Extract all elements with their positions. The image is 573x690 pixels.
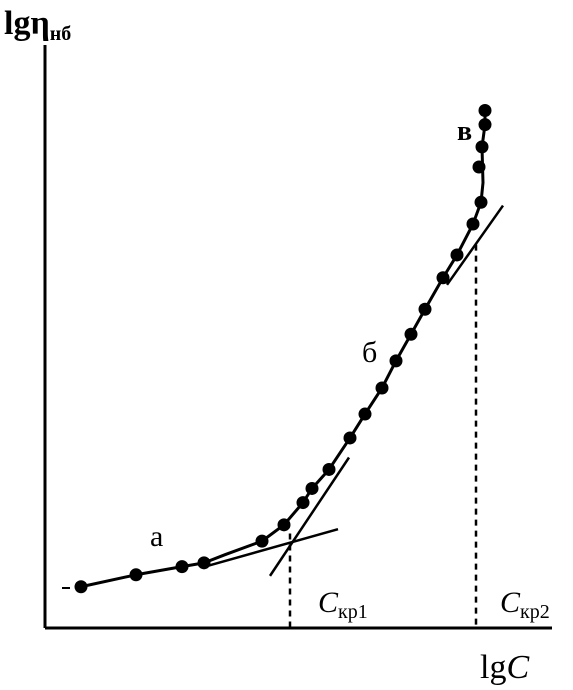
data-points — [74, 104, 492, 594]
data-curve — [80, 110, 487, 589]
x-axis-label: lgC — [480, 649, 529, 686]
data-point-13 — [389, 354, 403, 368]
data-point-2 — [129, 568, 143, 582]
data-point-3 — [175, 560, 189, 574]
x-axis-label-main: lg — [480, 649, 506, 686]
data-point-10 — [343, 431, 357, 445]
y-axis-label-sub: нб — [50, 23, 72, 45]
critical-label-2-main: C — [500, 586, 521, 619]
data-point-16 — [436, 271, 450, 285]
critical-label-2-sub: кр2 — [520, 601, 550, 623]
data-point-19 — [474, 195, 488, 209]
data-point-23 — [478, 104, 492, 118]
critical-label-1-sub: кр1 — [338, 601, 368, 623]
tangent-line-1 — [206, 527, 339, 568]
critical-label-2: Cкр2 — [500, 586, 550, 623]
critical-label-1: Cкр1 — [318, 586, 368, 623]
data-point-12 — [375, 381, 389, 395]
x-axis-label-var: C — [506, 649, 529, 686]
y-axis-label: lgηнб — [4, 5, 71, 45]
data-point-17 — [450, 248, 464, 262]
data-point-1 — [74, 580, 88, 594]
region-label-b: б — [362, 336, 377, 369]
data-point-18 — [466, 217, 480, 231]
data-point-5 — [255, 534, 269, 548]
y-axis-label-main: lgη — [4, 5, 50, 42]
data-point-4 — [197, 556, 211, 570]
critical-droplines — [288, 244, 478, 628]
data-point-21 — [475, 140, 489, 154]
data-curve-line — [80, 110, 487, 589]
data-point-11 — [358, 407, 372, 421]
data-point-14 — [404, 327, 418, 341]
data-point-8 — [305, 481, 319, 495]
tangent-line-2 — [268, 456, 351, 577]
data-point-9 — [322, 462, 336, 476]
data-point-20 — [472, 160, 486, 174]
data-point-7 — [296, 496, 310, 510]
data-point-22 — [478, 118, 492, 132]
data-point-15 — [418, 302, 432, 316]
region-label-v: в — [457, 116, 472, 147]
critical-label-1-main: C — [318, 586, 339, 619]
region-label-a: а — [150, 520, 163, 553]
data-point-6 — [277, 518, 291, 532]
